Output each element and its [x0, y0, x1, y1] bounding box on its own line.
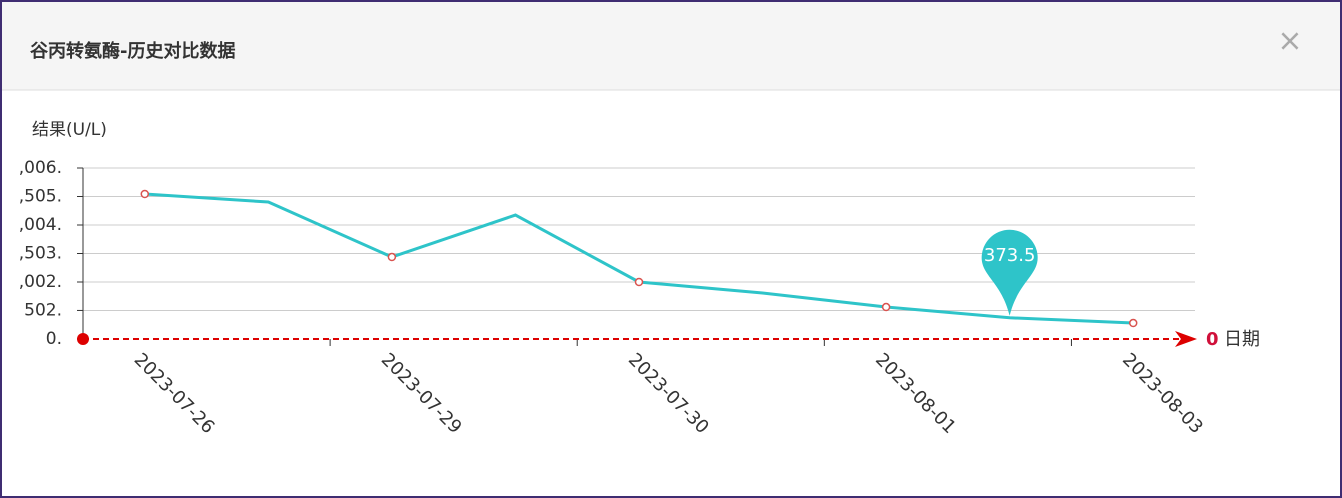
x-axis-origin [77, 333, 89, 345]
y-tick-label: ,006. [19, 158, 62, 178]
value-pin-label: 373.5 [984, 245, 1036, 266]
dialog-header [2, 2, 1340, 90]
y-tick-label: 502. [24, 300, 62, 320]
dialog-title: 谷丙转氨酶-历史对比数据 [30, 40, 235, 62]
y-axis-label: 结果(U/L) [32, 120, 107, 140]
y-tick-label: 0. [46, 329, 62, 349]
y-tick-label: ,505. [19, 187, 62, 207]
value-pin [981, 229, 1038, 316]
y-tick-labels: 0. 502. ,002. ,503. ,004. ,505. ,006. [19, 158, 62, 349]
x-axis-arrow [1175, 331, 1197, 347]
y-tick-label: ,002. [19, 272, 62, 292]
y-tick-label: ,503. [19, 244, 62, 264]
x-axis-mark: 0 [1206, 329, 1219, 350]
point-marker [634, 277, 644, 287]
close-button[interactable]: × [1277, 24, 1302, 59]
point-marker [1128, 318, 1138, 328]
point-marker [881, 302, 891, 312]
point-marker [387, 252, 397, 262]
point-marker [140, 189, 150, 199]
x-axis-label: 日期 [1224, 329, 1260, 350]
y-tick-label: ,004. [19, 215, 62, 235]
